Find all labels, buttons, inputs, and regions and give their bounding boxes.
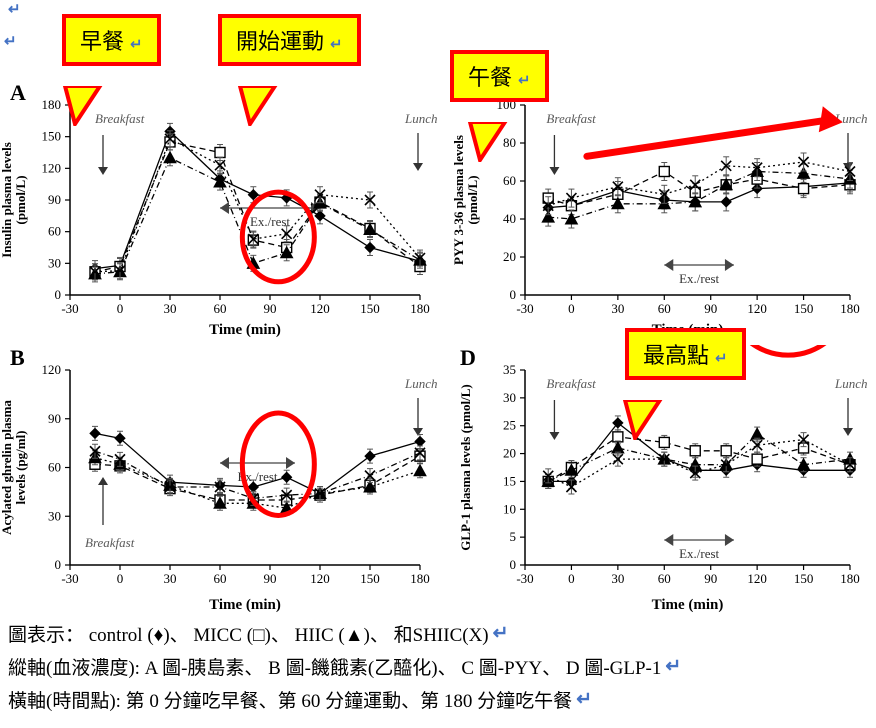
svg-text:20: 20 xyxy=(503,446,516,461)
chart-panel-D: D 0 5 10 15 20 25 30 35 -30 0 30 60 90 120 150 180 GLP-1… xyxy=(450,345,870,615)
svg-text:20: 20 xyxy=(503,249,516,264)
svg-text:120: 120 xyxy=(747,571,767,586)
svg-text:-30: -30 xyxy=(516,301,533,316)
svg-text:levels (pg/ml): levels (pg/ml) xyxy=(13,430,28,504)
callout-breakfast-am: 早餐 ↵ xyxy=(62,14,161,66)
caption-block: 圖表示： control (♦)、 MICC (□)、 HIIC (▲)、 和S… xyxy=(8,620,868,719)
svg-text:-30: -30 xyxy=(61,571,78,586)
panel-label-B: B xyxy=(10,345,25,371)
svg-text:40: 40 xyxy=(503,211,516,226)
caption-line-yaxis: 縱軸(血液濃度): A 圖-胰島素、 B 圖-饑餓素(乙醯化)、 C 圖-PYY… xyxy=(8,653,868,680)
svg-text:120: 120 xyxy=(42,362,62,377)
svg-text:0: 0 xyxy=(117,301,124,316)
callout-tail-breakfast xyxy=(60,86,120,126)
panel-label-A: A xyxy=(10,80,26,106)
svg-text:15: 15 xyxy=(503,473,516,488)
svg-text:0: 0 xyxy=(117,571,124,586)
svg-text:150: 150 xyxy=(42,129,62,144)
svg-text:Breakfast: Breakfast xyxy=(546,376,596,391)
svg-text:60: 60 xyxy=(503,173,516,188)
svg-text:30: 30 xyxy=(164,301,177,316)
svg-text:Time (min): Time (min) xyxy=(209,322,281,338)
svg-text:0: 0 xyxy=(510,557,517,572)
svg-text:Insulin plasma levels: Insulin plasma levels xyxy=(0,142,14,258)
svg-text:-30: -30 xyxy=(61,301,78,316)
svg-text:-30: -30 xyxy=(516,571,533,586)
svg-text:Lunch: Lunch xyxy=(404,111,438,126)
callout-start-exercise: 開始運動 ↵ xyxy=(218,14,361,66)
svg-text:180: 180 xyxy=(42,97,62,112)
callout-tail-exercise xyxy=(235,86,295,126)
svg-text:60: 60 xyxy=(658,301,671,316)
svg-text:120: 120 xyxy=(310,571,330,586)
svg-text:Lunch: Lunch xyxy=(404,376,438,391)
svg-text:Ex./rest: Ex./rest xyxy=(679,546,719,561)
svg-text:30: 30 xyxy=(503,390,516,405)
svg-text:Breakfast: Breakfast xyxy=(85,535,135,550)
svg-text:180: 180 xyxy=(410,301,430,316)
svg-text:Lunch: Lunch xyxy=(834,376,868,391)
chart-svg-B: 0306090120-30 0 30 60 90 120 150 180Acylated gh… xyxy=(0,345,440,615)
svg-text:0: 0 xyxy=(55,287,62,302)
svg-text:60: 60 xyxy=(48,224,61,239)
svg-text:60: 60 xyxy=(214,571,227,586)
caption-line-xaxis: 橫軸(時間點): 第 0 分鐘吃早餐、第 60 分鐘運動、第 180 分鐘吃午餐… xyxy=(8,686,868,713)
svg-text:35: 35 xyxy=(503,362,516,377)
svg-text:90: 90 xyxy=(704,301,717,316)
svg-text:60: 60 xyxy=(48,460,61,475)
callout-lunch: 午餐 ↵ xyxy=(450,50,549,102)
format-mark-top: ↵ xyxy=(8,0,21,18)
svg-text:30: 30 xyxy=(611,571,624,586)
svg-text:Breakfast: Breakfast xyxy=(546,111,596,126)
svg-text:90: 90 xyxy=(264,301,277,316)
svg-text:0: 0 xyxy=(568,301,575,316)
svg-text:5: 5 xyxy=(510,529,517,544)
svg-text:90: 90 xyxy=(48,192,61,207)
svg-text:120: 120 xyxy=(747,301,767,316)
svg-text:120: 120 xyxy=(42,160,62,175)
svg-text:150: 150 xyxy=(360,301,380,316)
svg-text:10: 10 xyxy=(503,501,516,516)
svg-text:(pmol/L): (pmol/L) xyxy=(465,175,480,224)
callout-peak-point: 最高點 ↵ xyxy=(625,328,746,380)
svg-text:90: 90 xyxy=(264,571,277,586)
svg-text:25: 25 xyxy=(503,418,516,433)
svg-text:GLP-1 plasma levels (pmol/L): GLP-1 plasma levels (pmol/L) xyxy=(458,384,473,550)
svg-text:180: 180 xyxy=(410,571,430,586)
svg-text:30: 30 xyxy=(48,255,61,270)
svg-text:60: 60 xyxy=(214,301,227,316)
svg-text:150: 150 xyxy=(794,571,814,586)
svg-text:60: 60 xyxy=(658,571,671,586)
svg-text:Ex./rest: Ex./rest xyxy=(250,214,290,229)
svg-text:150: 150 xyxy=(360,571,380,586)
svg-text:30: 30 xyxy=(611,301,624,316)
svg-text:120: 120 xyxy=(310,301,330,316)
panel-label-D: D xyxy=(460,345,476,371)
format-mark-left: ↵ xyxy=(4,32,17,50)
callout-tail-lunch xyxy=(465,122,525,162)
svg-text:0: 0 xyxy=(568,571,575,586)
svg-text:30: 30 xyxy=(164,571,177,586)
svg-text:Time (min): Time (min) xyxy=(652,597,724,613)
callout-tail-peak xyxy=(620,400,680,440)
svg-text:(pmol/L): (pmol/L) xyxy=(13,175,28,224)
svg-text:Time (min): Time (min) xyxy=(209,597,281,613)
svg-text:Acylated ghrelin plasma: Acylated ghrelin plasma xyxy=(0,400,14,535)
svg-text:90: 90 xyxy=(704,571,717,586)
svg-text:150: 150 xyxy=(794,301,814,316)
chart-panel-B: B 0 30 60 90 120 -30 0 30 60 90 120 150 180 Acylated … xyxy=(0,345,440,615)
svg-text:180: 180 xyxy=(840,571,860,586)
svg-text:0: 0 xyxy=(55,557,62,572)
caption-line-legend: 圖表示： control (♦)、 MICC (□)、 HIIC (▲)、 和S… xyxy=(8,620,868,647)
svg-text:Ex./rest: Ex./rest xyxy=(679,271,719,286)
svg-text:30: 30 xyxy=(48,508,61,523)
svg-text:90: 90 xyxy=(48,411,61,426)
svg-text:PYY 3-36 plasma levels: PYY 3-36 plasma levels xyxy=(451,135,466,265)
svg-text:180: 180 xyxy=(840,301,860,316)
svg-text:0: 0 xyxy=(510,287,517,302)
